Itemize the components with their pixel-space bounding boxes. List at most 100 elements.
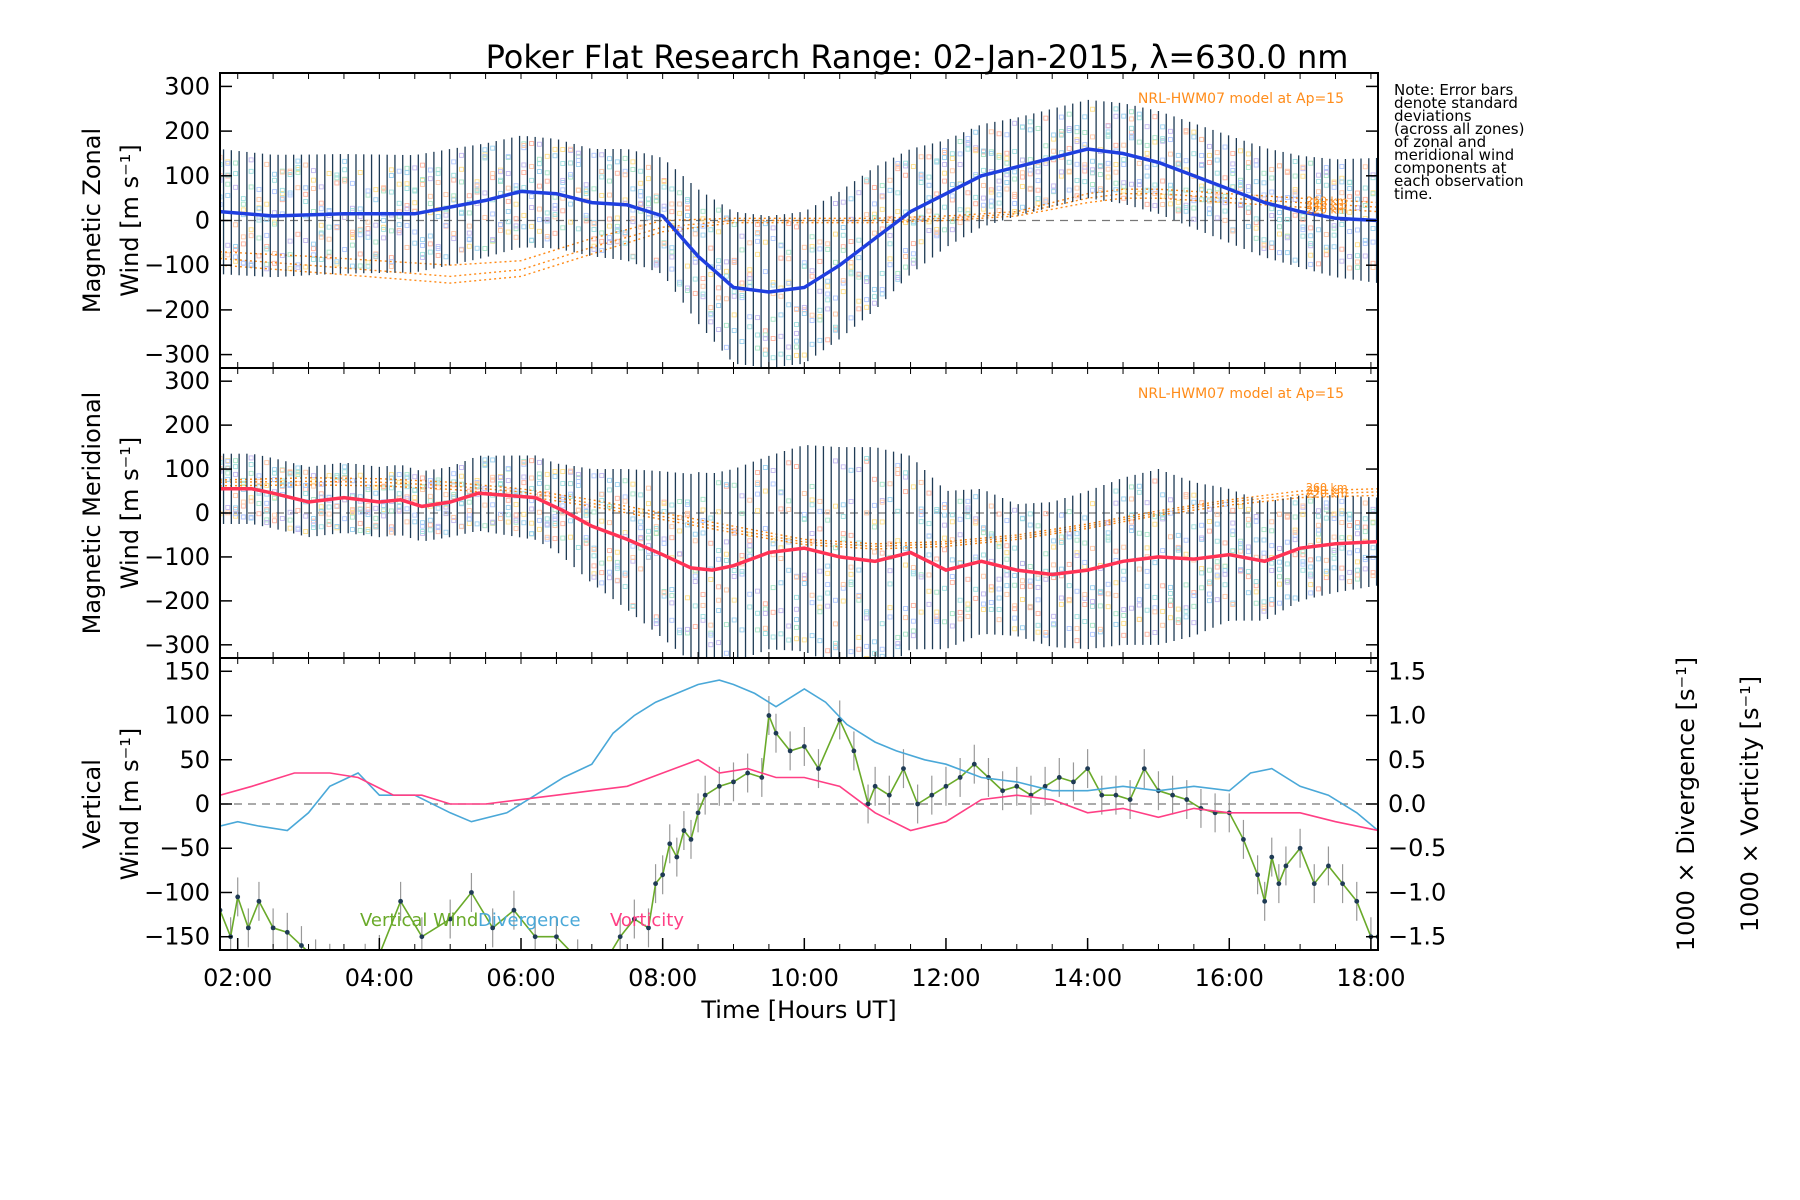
zone-marker [1277,546,1283,551]
zone-marker [1292,552,1298,558]
zone-marker [1160,622,1166,628]
zone-marker [801,244,807,250]
zone-marker [490,519,496,525]
zone-marker [1308,241,1314,247]
zone-marker [1277,210,1283,216]
zone-marker [762,335,768,341]
zone-marker [342,464,348,470]
zone-marker [1339,209,1345,214]
zone-marker [256,473,262,479]
zone-marker [1160,157,1166,163]
zone-marker [420,162,426,168]
zone-marker [840,464,846,470]
zone-marker [599,570,605,576]
zone-marker [879,270,885,276]
vertical-point [1113,792,1119,798]
zone-marker [1074,626,1080,632]
zone-marker [1168,497,1173,503]
zone-marker [949,579,955,585]
zone-marker [396,200,402,206]
zone-marker [762,631,768,637]
vorticity-axis-label: 1000 × Vorticity [s⁻¹] [1736,676,1764,932]
zone-marker [879,206,885,212]
zone-marker [1323,507,1329,513]
zone-marker [1090,501,1096,507]
zone-marker [996,154,1002,160]
zone-marker [996,185,1002,191]
zone-marker [903,631,909,637]
zone-marker [1082,602,1088,607]
zone-marker [778,351,784,357]
zone-marker [420,251,426,257]
zone-marker [1370,239,1376,245]
zone-marker [973,147,979,153]
zone-marker [973,586,979,592]
zone-marker [965,140,971,146]
zone-marker [536,517,542,523]
zone-marker [1370,191,1376,197]
zone-marker [1331,555,1337,561]
zone-marker [1027,605,1033,611]
zone-marker [817,595,823,601]
zone-marker [435,170,441,176]
zone-marker [318,231,324,237]
zone-marker [887,481,893,487]
zone-marker [583,537,589,543]
y2-tick-label: −1.0 [1388,878,1446,906]
zone-marker [1183,494,1189,500]
zone-marker [809,600,815,606]
altitude-label: 260 km [1306,195,1348,208]
zone-marker [981,573,986,579]
zone-marker [1245,223,1251,229]
zone-marker [910,628,916,634]
zone-marker [973,172,979,178]
zone-marker [1066,126,1072,131]
zone-marker [505,497,511,503]
zone-marker [1012,626,1018,632]
zone-marker [1152,182,1158,188]
zone-marker [1284,594,1290,600]
zone-marker [903,470,909,476]
zone-marker [669,617,675,623]
zone-marker [466,236,472,242]
zone-marker [903,605,909,611]
zone-marker [1183,158,1189,164]
zone-marker [669,593,675,599]
zone-marker [560,147,566,152]
zone-marker [1051,132,1057,138]
zone-marker [373,187,379,193]
zone-marker [318,184,324,190]
zone-marker [1027,522,1033,528]
zone-marker [1355,572,1360,578]
zone-marker [910,164,916,170]
zone-marker [708,305,714,311]
vorticity-line [220,758,1378,832]
zone-marker [1261,599,1267,605]
zone-marker [220,455,223,461]
zone-marker [1136,179,1142,184]
zone-marker [864,458,870,464]
zone-marker [591,571,597,577]
zone-marker [1214,150,1220,156]
zone-marker [220,511,223,517]
note-line: of zonal and [1394,133,1486,151]
zone-marker [459,166,464,172]
zone-marker [443,254,449,260]
vertical-point [695,810,701,816]
zone-marker [1191,620,1197,626]
vertical-point [1014,783,1020,789]
zone-marker [638,224,644,230]
zone-marker [692,255,698,261]
zone-marker [1058,540,1064,545]
zone-marker [1277,511,1283,517]
zone-marker [840,247,846,253]
zone-marker [887,497,893,503]
zone-marker [762,239,768,245]
zone-marker [1175,544,1181,550]
zone-marker [1323,571,1329,577]
zone-marker [871,300,877,306]
zone-marker [770,316,776,322]
zone-marker [295,525,301,531]
zone-marker [653,621,659,627]
